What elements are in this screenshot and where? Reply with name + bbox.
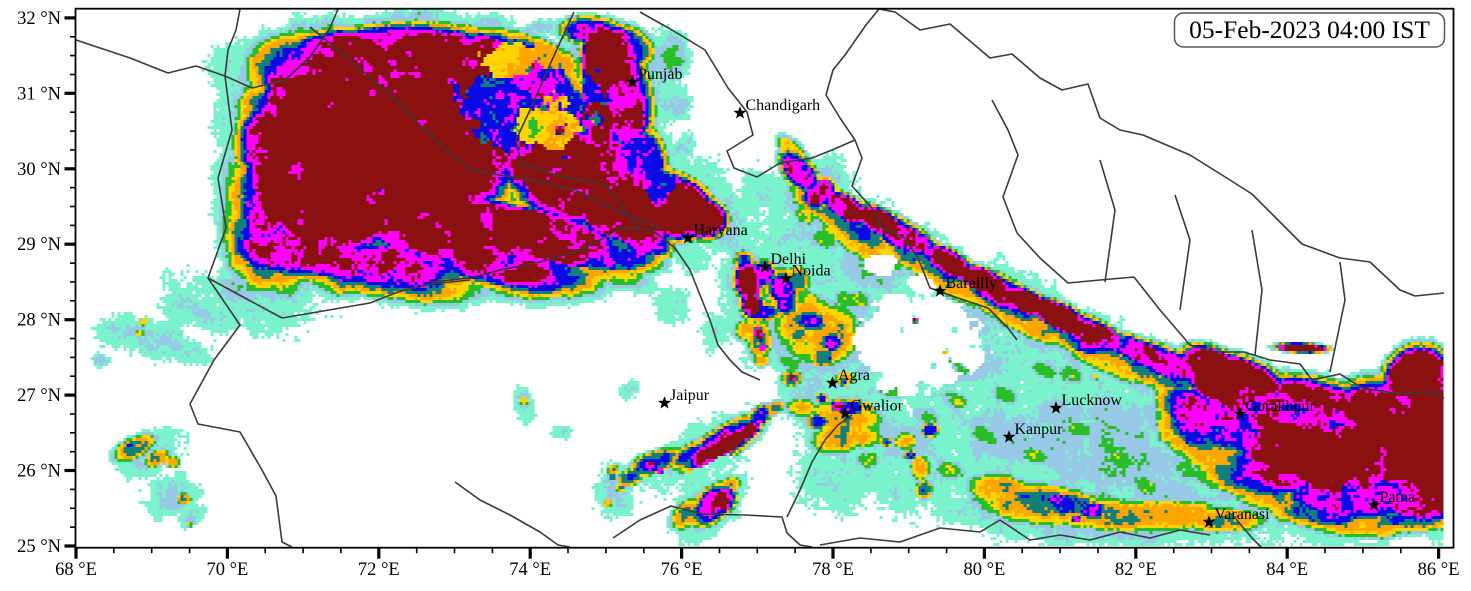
svg-text:Patna: Patna — [1380, 489, 1416, 506]
svg-text:05-Feb-2023 04:00 IST: 05-Feb-2023 04:00 IST — [1189, 15, 1430, 44]
svg-text:31 °N: 31 °N — [17, 84, 61, 104]
svg-text:Bareilly: Bareilly — [946, 275, 998, 292]
svg-text:28 °N: 28 °N — [17, 311, 61, 331]
svg-text:25 °N: 25 °N — [17, 537, 61, 557]
svg-text:72 °E: 72 °E — [358, 560, 400, 580]
svg-text:Delhi: Delhi — [771, 251, 807, 268]
svg-text:80 °E: 80 °E — [963, 560, 1005, 580]
svg-text:Kanpur: Kanpur — [1015, 421, 1064, 438]
svg-text:Haryana: Haryana — [694, 222, 748, 239]
svg-text:26 °N: 26 °N — [17, 462, 61, 482]
svg-text:Jaipur: Jaipur — [670, 387, 710, 404]
svg-text:32 °N: 32 °N — [17, 9, 61, 29]
svg-text:82 °E: 82 °E — [1115, 560, 1157, 580]
svg-text:Chandigarh: Chandigarh — [746, 97, 821, 114]
svg-text:68 °E: 68 °E — [55, 560, 97, 580]
svg-text:30 °N: 30 °N — [17, 160, 61, 180]
svg-text:Varanasi: Varanasi — [1215, 506, 1271, 523]
svg-text:Agra: Agra — [838, 367, 870, 384]
svg-text:70 °E: 70 °E — [206, 560, 248, 580]
svg-text:74 °E: 74 °E — [509, 560, 551, 580]
svg-text:76 °E: 76 °E — [661, 560, 703, 580]
svg-text:Punjab: Punjab — [638, 66, 682, 83]
svg-text:Noida: Noida — [792, 263, 831, 280]
svg-text:86 °E: 86 °E — [1418, 560, 1460, 580]
svg-text:27 °N: 27 °N — [17, 386, 61, 406]
svg-text:Gwalior: Gwalior — [851, 398, 904, 415]
svg-text:84 °E: 84 °E — [1266, 560, 1308, 580]
svg-text:78 °E: 78 °E — [812, 560, 854, 580]
svg-text:29 °N: 29 °N — [17, 235, 61, 255]
svg-text:Gorakhpur: Gorakhpur — [1246, 398, 1316, 415]
svg-text:Lucknow: Lucknow — [1062, 392, 1123, 409]
